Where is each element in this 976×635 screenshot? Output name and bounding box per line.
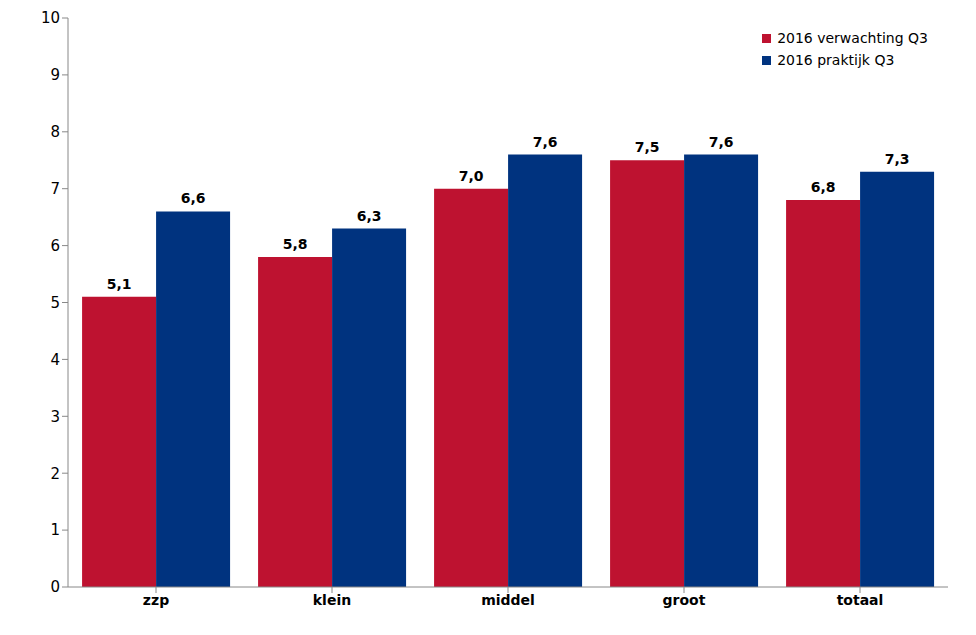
svg-text:9: 9 xyxy=(50,66,60,84)
svg-text:6,8: 6,8 xyxy=(811,179,836,195)
svg-text:1: 1 xyxy=(50,521,60,539)
svg-text:2: 2 xyxy=(50,465,60,483)
svg-text:klein: klein xyxy=(313,592,351,608)
svg-text:7,3: 7,3 xyxy=(885,151,910,167)
svg-text:7,6: 7,6 xyxy=(709,134,734,150)
svg-text:8: 8 xyxy=(50,123,60,141)
html-text:2016 verwachting Q3: 2016 verwachting Q3 xyxy=(777,30,928,46)
svg-text:middel: middel xyxy=(481,592,535,608)
svg-text:7: 7 xyxy=(50,180,60,198)
svg-text:zzp: zzp xyxy=(143,592,169,608)
svg-text:7,6: 7,6 xyxy=(533,134,558,150)
svg-text:0: 0 xyxy=(50,578,60,596)
svg-text:4: 4 xyxy=(50,351,60,369)
svg-text:groot: groot xyxy=(663,592,706,608)
svg-text:3: 3 xyxy=(50,408,60,426)
svg-text:6,6: 6,6 xyxy=(181,190,206,206)
svg-text:5,1: 5,1 xyxy=(107,276,132,292)
html-text:2016 praktijk Q3: 2016 praktijk Q3 xyxy=(777,52,895,68)
svg-text:7,5: 7,5 xyxy=(635,139,660,155)
svg-text:6,3: 6,3 xyxy=(357,208,382,224)
svg-text:totaal: totaal xyxy=(837,592,884,608)
svg-text:10: 10 xyxy=(41,9,60,27)
svg-text:6: 6 xyxy=(50,237,60,255)
svg-text:5,8: 5,8 xyxy=(283,236,308,252)
svg-text:7,0: 7,0 xyxy=(459,168,484,184)
svg-text:5: 5 xyxy=(50,294,60,312)
